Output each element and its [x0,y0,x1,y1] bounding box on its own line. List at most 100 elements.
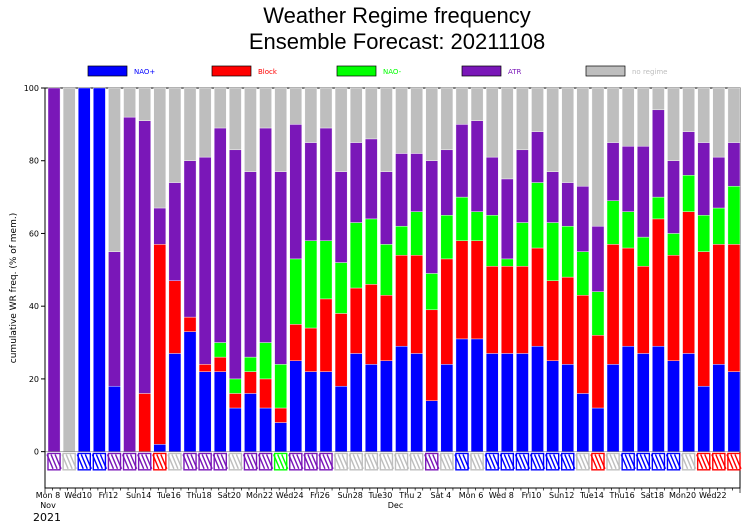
marker-hatch-line [80,454,88,470]
bar-segment-nao- [621,211,635,249]
marker-hatch-line [272,454,281,470]
bar-segment-nao- [229,378,242,394]
bar-segment-block [183,316,197,332]
bar-segment-nao- [652,345,665,452]
dominant-regime-marker [303,452,319,471]
bar-stack-34 [560,87,576,471]
dominant-regime-marker [348,452,364,471]
marker-hatch-line [503,454,511,470]
x-month-label: Nov [40,501,56,510]
marker-hatch-line [594,454,602,470]
legend-label: no regime [632,68,668,76]
marker-hatch-line [650,454,659,470]
bar-segment-no-regime [123,87,136,118]
x-tick-label: Sat20 [218,491,241,500]
marker-hatch-line [518,454,527,470]
marker-hatch-line [220,454,228,470]
bar-stack-6 [137,87,153,471]
bar-segment-nao- [198,371,212,452]
bar-segment-nao- [153,444,167,452]
marker-hatch-line [624,454,632,470]
bar-segment-atr [516,149,529,223]
marker-hatch-line [307,454,315,470]
bar-segment-atr [501,178,514,260]
marker-hatch-line [197,454,205,470]
legend-swatch [211,65,252,77]
bar-segment-nao- [244,356,257,372]
marker-hatch-line [367,454,375,470]
marker-hatch-line [114,454,123,470]
bar-segment-block [304,327,318,372]
bar-segment-block [153,244,167,445]
marker-hatch-line [277,454,285,470]
marker-hatch-line [91,454,99,470]
bar-stack-0 [46,87,62,471]
dominant-regime-marker [514,452,531,471]
marker-hatch-line [529,454,538,470]
dominant-regime-marker [197,452,213,471]
marker-hatch-line [469,454,477,470]
marker-hatch-line [46,454,54,470]
bar-segment-nao- [637,353,650,452]
marker-hatch-line [568,454,576,470]
marker-hatch-line [182,454,190,470]
bar-segment-atr [244,171,257,358]
marker-hatch-line [261,454,270,470]
marker-hatch-line [121,454,130,470]
bar-segment-nao- [652,196,665,220]
marker-hatch-line [473,454,481,470]
bar-segment-nao- [455,196,469,241]
bar-segment-nao- [546,360,559,452]
legend-item-atr: ATR [461,65,522,77]
bar-stack-33 [544,87,561,471]
marker-hatch-line [605,454,613,470]
marker-hatch-line [167,454,175,470]
bar-segment-nao- [485,353,499,452]
bar-segment-nao- [168,353,182,452]
marker-hatch-line [484,454,492,470]
bar-segment-nao- [289,258,303,325]
bar-segment-no-regime [591,87,605,227]
bar-segment-atr [198,156,212,365]
marker-hatch-line [579,454,587,470]
bar-segment-nao- [213,371,227,452]
x-tick-label: Wed22 [699,491,727,500]
bar-segment-no-regime [606,87,620,143]
dominant-regime-marker [393,452,410,471]
bar-segment-no-regime [198,87,212,158]
chart-title: Weather Regime frequency [263,3,530,28]
bar-segment-nao- [637,236,650,267]
legend-swatch [336,65,377,77]
marker-hatch-line [522,454,531,470]
bar-segment-block [198,364,212,372]
bar-segment-nao- [410,211,423,256]
bar-segment-nao- [395,345,408,452]
bar-segment-block [425,309,439,401]
bar-stack-45 [726,87,742,471]
marker-hatch-line [160,454,168,470]
bar-stack-2 [76,87,92,471]
bar-segment-atr [682,131,695,176]
bar-stack-3 [91,87,108,471]
x-tick-label: Wed 8 [489,491,514,500]
y-tick-label: 100 [24,84,39,93]
bar-stack-35 [575,87,591,471]
bar-segment-atr [697,142,710,216]
marker-hatch-line [110,454,119,470]
bar-segment-nao- [697,385,710,452]
marker-hatch-line [537,454,546,470]
dominant-regime-marker [288,452,304,471]
bar-segment-nao- [470,211,484,241]
marker-hatch-line [61,454,69,470]
bar-segment-atr [108,251,121,387]
marker-hatch-line [613,454,621,470]
y-tick-label: 0 [34,448,39,457]
marker-hatch-line [129,454,138,470]
legend: NAO+ Block NAO- ATR no regime [87,65,668,77]
bar-segment-no-regime [712,87,726,158]
bar-segment-block [395,255,408,347]
bar-segment-nao- [516,353,529,452]
bar-segment-atr [410,153,423,212]
marker-hatch-line [242,454,251,470]
bar-segment-nao- [259,407,272,452]
